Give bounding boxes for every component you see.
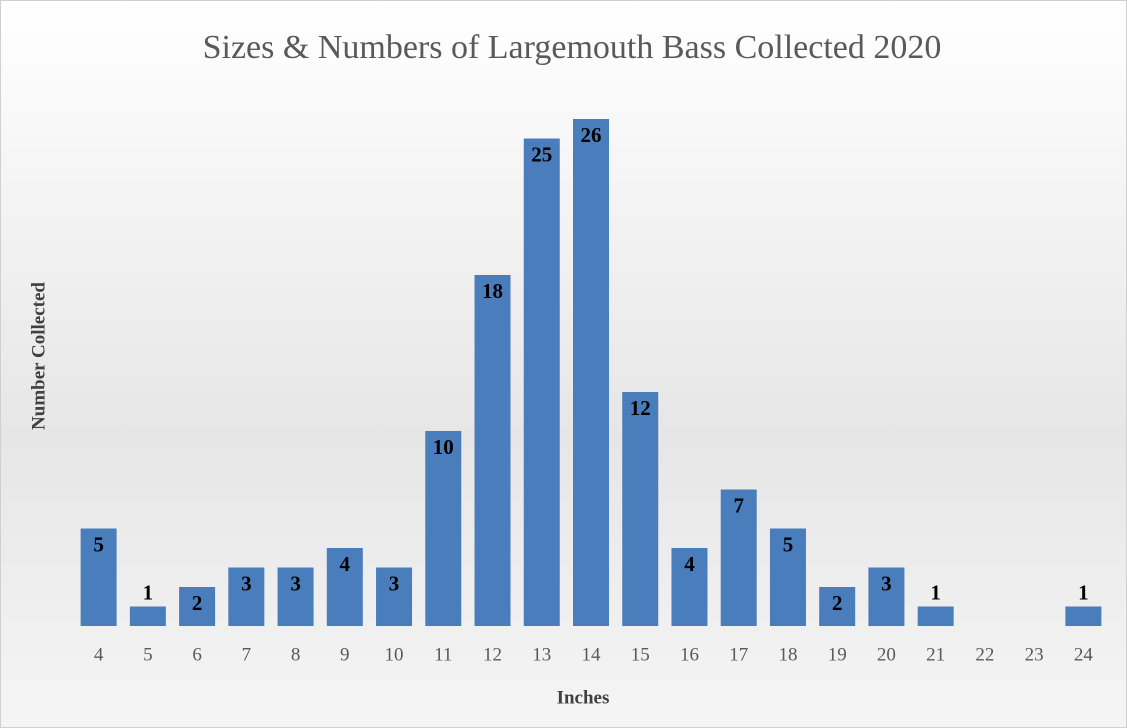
x-tick-label: 11 [434, 644, 452, 665]
bar [129, 606, 166, 626]
bar [425, 431, 462, 626]
data-label: 10 [433, 435, 454, 459]
bar [622, 392, 659, 626]
x-tick-label: 20 [877, 644, 896, 665]
data-label: 5 [93, 532, 104, 556]
x-tick-label: 23 [1025, 644, 1044, 665]
data-label: 7 [733, 493, 744, 517]
data-label: 25 [531, 142, 552, 166]
bar [868, 567, 905, 626]
x-tick-label: 22 [975, 644, 994, 665]
data-label: 5 [783, 532, 794, 556]
x-tick-label: 14 [582, 644, 602, 665]
bar [573, 119, 609, 626]
x-tick-label: 15 [631, 644, 650, 665]
x-axis-label: Inches [557, 687, 610, 708]
x-tick-label: 24 [1074, 644, 1094, 665]
bar [474, 275, 511, 626]
y-axis-label: Number Collected [28, 282, 49, 430]
x-tick-label: 8 [291, 644, 301, 665]
data-label: 3 [241, 571, 252, 595]
data-label: 1 [930, 580, 941, 604]
x-tick-label: 5 [143, 644, 153, 665]
bar [277, 567, 314, 626]
data-label: 3 [881, 571, 892, 595]
x-tick-label: 21 [926, 644, 945, 665]
data-label: 1 [1078, 580, 1089, 604]
bar [326, 548, 363, 626]
data-label: 3 [290, 571, 301, 595]
bar [720, 489, 757, 626]
x-tick-label: 4 [94, 644, 104, 665]
bar [917, 606, 954, 626]
data-label: 4 [340, 552, 351, 576]
bar [1065, 606, 1102, 626]
bar [179, 587, 216, 626]
data-label: 2 [192, 591, 203, 615]
bar [80, 528, 117, 626]
data-label: 18 [482, 279, 503, 303]
data-label: 12 [630, 396, 651, 420]
x-tick-label: 16 [680, 644, 699, 665]
data-label: 1 [143, 580, 154, 604]
bar [769, 528, 806, 626]
bar [671, 548, 708, 626]
x-tick-label: 6 [192, 644, 202, 665]
data-label: 26 [581, 123, 602, 147]
x-tick-label: 19 [828, 644, 847, 665]
x-tick-label: 13 [532, 644, 551, 665]
bar [228, 567, 265, 626]
bar [523, 138, 560, 626]
data-label: 2 [832, 591, 843, 615]
x-tick-label: 7 [242, 644, 252, 665]
chart-title: Sizes & Numbers of Largemouth Bass Colle… [203, 29, 942, 66]
x-tick-label: 17 [729, 644, 748, 665]
data-label: 4 [684, 552, 695, 576]
x-tick-label: 9 [340, 644, 350, 665]
x-tick-label: 18 [778, 644, 797, 665]
bar [819, 587, 856, 626]
x-tick-label: 12 [483, 644, 502, 665]
data-label: 3 [389, 571, 400, 595]
x-tick-label: 10 [385, 644, 404, 665]
bar [376, 567, 413, 626]
